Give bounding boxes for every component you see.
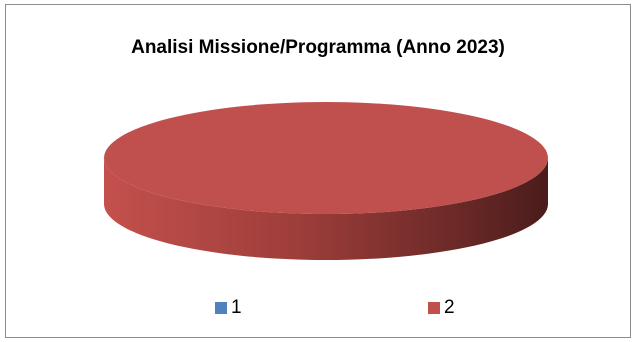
- pie-chart: [104, 102, 548, 260]
- chart-frame: Analisi Missione/Programma (Anno 2023) 1…: [5, 4, 631, 338]
- legend: 1 2: [6, 297, 630, 321]
- legend-item-1: 1: [215, 297, 242, 319]
- legend-swatch-1: [215, 302, 227, 314]
- legend-label-2: 2: [444, 297, 455, 318]
- pie-slice-2: [104, 102, 548, 214]
- pie-side-wall: [104, 158, 548, 260]
- legend-label-1: 1: [231, 297, 242, 318]
- chart-title: Analisi Missione/Programma (Anno 2023): [131, 37, 505, 58]
- legend-item-2: 2: [428, 297, 455, 319]
- legend-swatch-2: [428, 302, 440, 314]
